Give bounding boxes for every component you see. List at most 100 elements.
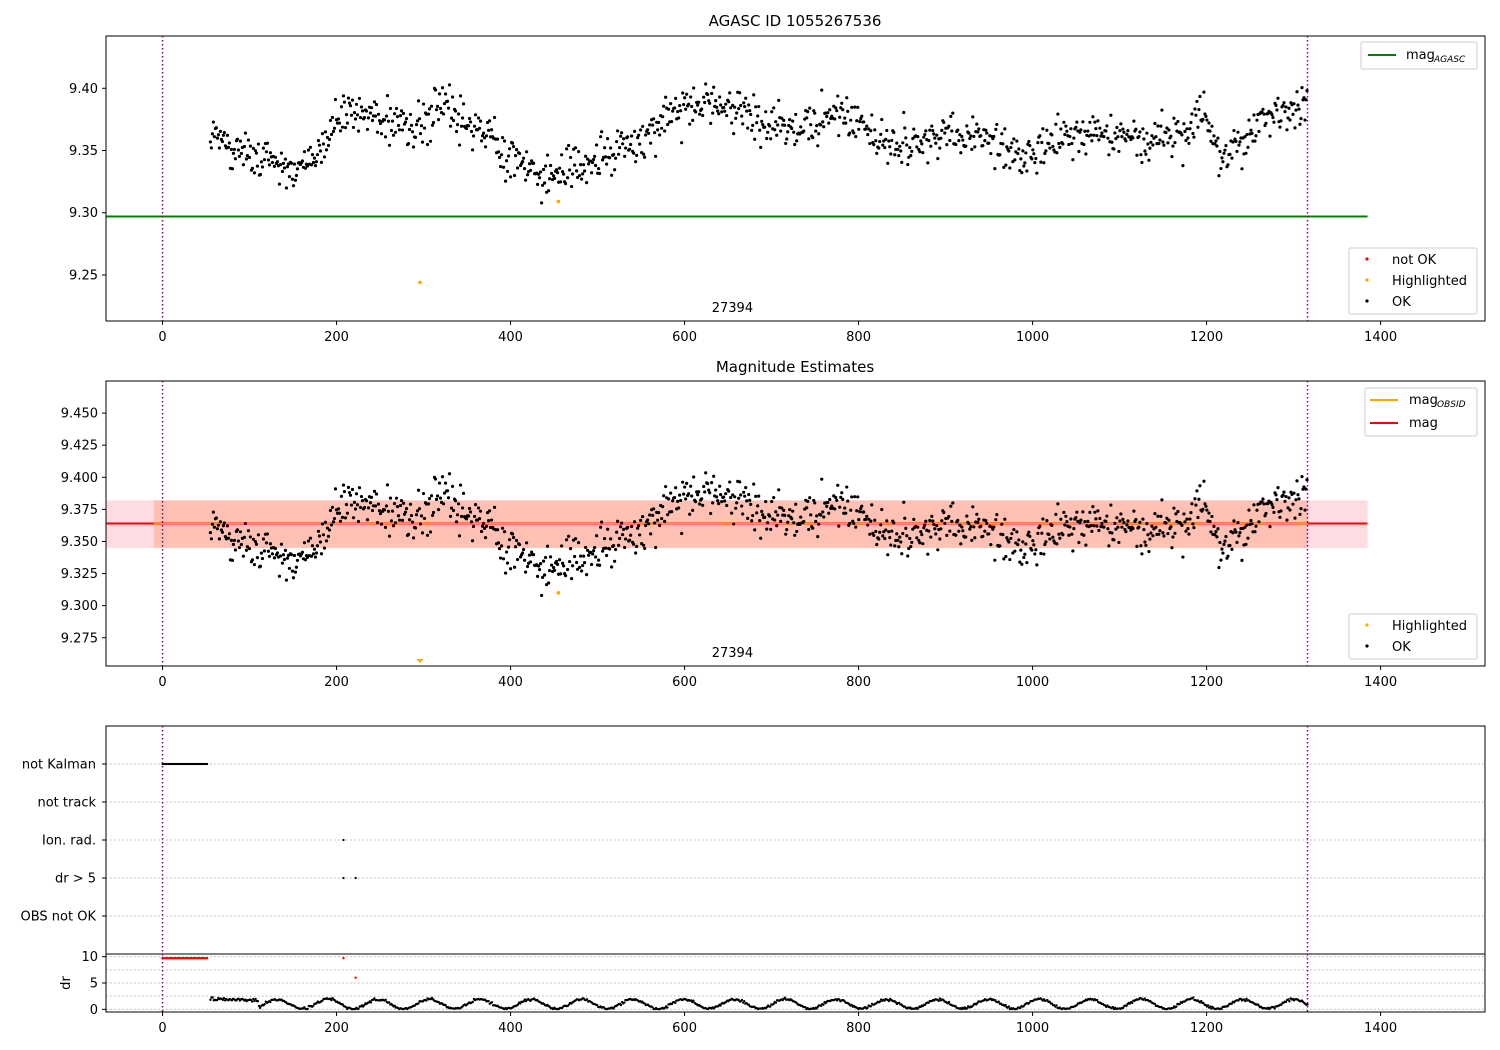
ok-point	[287, 566, 292, 571]
ok-point	[610, 565, 614, 569]
ok-point	[1077, 149, 1081, 154]
ok-point	[369, 495, 374, 499]
ok-point	[995, 122, 999, 127]
ok-point	[1226, 554, 1230, 558]
ok-point	[619, 134, 623, 138]
ok-point	[339, 494, 344, 498]
dr-point	[1153, 1002, 1157, 1006]
ok-point	[281, 161, 286, 165]
ok-point	[1048, 537, 1052, 541]
dr-point	[947, 1000, 951, 1004]
ok-point	[725, 113, 729, 118]
ok-point	[1153, 121, 1157, 126]
ok-point	[1010, 532, 1014, 536]
ok-point	[1213, 533, 1217, 537]
ok-point	[870, 503, 874, 507]
ok-point	[479, 529, 484, 534]
dr-point	[822, 1003, 825, 1006]
dr-point	[393, 1004, 396, 1008]
ok-point	[1104, 519, 1108, 524]
ok-point	[500, 136, 505, 140]
ok-point	[221, 524, 226, 528]
ok-point	[1303, 508, 1307, 512]
ok-point	[1102, 135, 1106, 139]
dr-point	[850, 1003, 853, 1007]
x-tick-label: 0	[158, 330, 166, 345]
ok-point	[921, 542, 925, 546]
ok-point	[460, 506, 465, 510]
ok-point	[1217, 174, 1221, 178]
ok-point	[1172, 506, 1176, 510]
dr-point	[487, 1000, 490, 1003]
ok-point	[783, 513, 787, 517]
ok-point	[883, 145, 887, 150]
dr-point	[516, 1003, 520, 1006]
ok-point	[1197, 497, 1201, 501]
ok-point	[520, 551, 525, 555]
ok-point	[769, 137, 773, 141]
ok-point	[1215, 535, 1219, 539]
ok-point	[372, 489, 377, 493]
ok-point	[440, 475, 445, 479]
ok-point	[722, 105, 726, 110]
ok-point	[235, 528, 240, 532]
ok-point	[837, 524, 841, 528]
dr-red-point	[354, 976, 357, 979]
ok-point	[927, 138, 931, 143]
ok-point	[892, 130, 896, 135]
ok-point	[218, 129, 223, 133]
ok-point	[437, 481, 442, 485]
ok-point	[421, 491, 426, 496]
ok-point	[319, 552, 324, 556]
x-tick-label: 0	[158, 675, 166, 690]
ok-point	[664, 484, 668, 489]
ok-point	[409, 513, 414, 518]
ok-point	[1062, 510, 1066, 514]
flag-category-label: dr > 5	[55, 872, 96, 887]
ok-point	[1191, 131, 1195, 136]
ok-point	[932, 132, 936, 136]
ok-point	[496, 150, 501, 154]
ok-point	[1106, 527, 1110, 531]
ok-point	[710, 481, 714, 485]
ok-point	[828, 497, 832, 502]
ok-point	[949, 114, 953, 118]
ok-point	[590, 171, 594, 175]
ok-point	[768, 124, 772, 128]
ok-point	[289, 161, 294, 165]
ok-point	[549, 563, 554, 567]
ok-point	[471, 524, 476, 529]
ok-point	[386, 119, 391, 123]
top-legend-ok: OK	[1392, 295, 1411, 310]
ok-point	[656, 518, 660, 522]
ok-point	[1212, 524, 1216, 528]
ok-point	[382, 508, 387, 512]
ok-point	[1120, 525, 1124, 529]
ok-point	[642, 543, 646, 547]
ok-point	[1222, 542, 1226, 546]
dr-point	[997, 1000, 1000, 1003]
ok-point	[1019, 157, 1023, 161]
dr-point	[341, 1003, 344, 1006]
ok-point	[780, 116, 784, 120]
ok-point	[977, 127, 981, 131]
ok-point	[749, 112, 753, 117]
ok-point	[653, 521, 657, 525]
ok-point	[294, 173, 299, 178]
ok-point	[1287, 496, 1291, 500]
ok-point	[1146, 533, 1150, 537]
ok-point	[580, 569, 584, 573]
ok-point	[1279, 119, 1283, 123]
panel-magnitude-estimates: Magnitude Estimates 0 200 400 600 800 1000 120…	[61, 358, 1486, 690]
ok-point	[374, 102, 379, 107]
ok-point	[1189, 120, 1193, 125]
ok-point	[764, 110, 768, 114]
ok-point	[905, 143, 909, 147]
ok-point	[428, 139, 433, 143]
ok-point	[727, 100, 731, 104]
ok-point	[294, 565, 299, 569]
ok-point	[416, 99, 421, 103]
x-tick-label: 1000	[1016, 1021, 1049, 1036]
ok-point	[433, 88, 438, 92]
dr-point	[215, 998, 219, 1002]
